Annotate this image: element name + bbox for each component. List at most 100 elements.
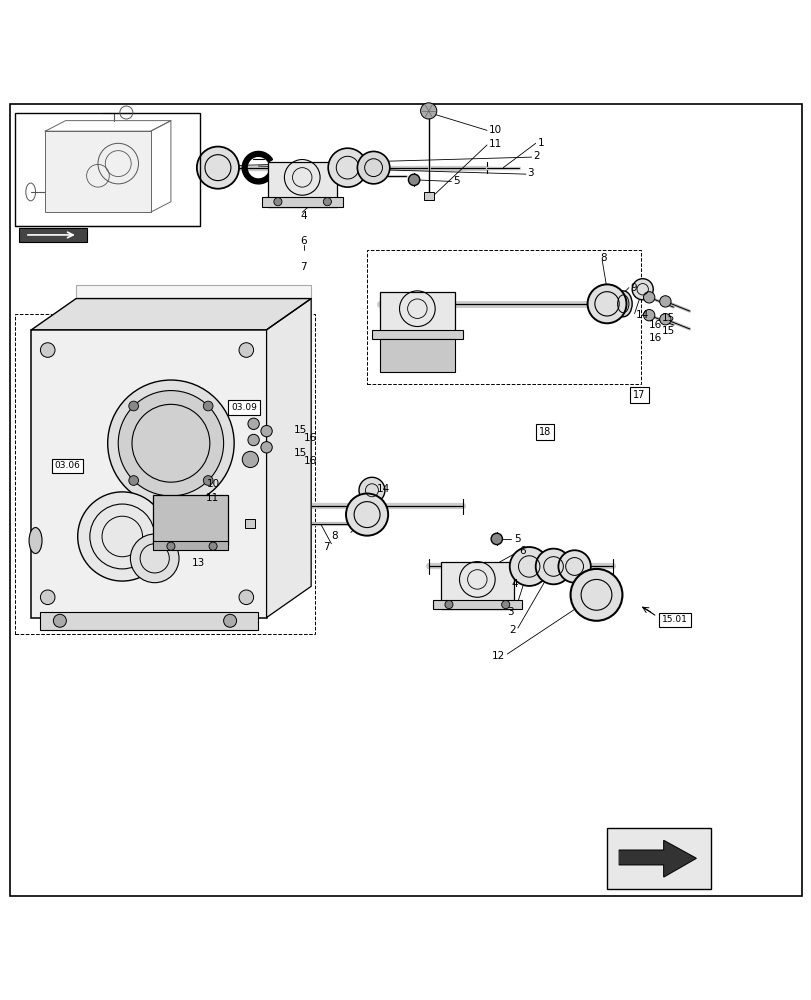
Circle shape [196, 147, 238, 189]
Bar [40, 612, 258, 630]
Bar [432, 600, 521, 609]
Circle shape [242, 451, 258, 468]
Text: 1: 1 [537, 138, 543, 148]
Circle shape [118, 391, 223, 496]
Circle shape [260, 442, 272, 453]
Circle shape [108, 380, 234, 506]
Ellipse shape [29, 528, 42, 554]
Circle shape [501, 601, 509, 609]
Text: 17: 17 [633, 390, 645, 400]
Circle shape [223, 614, 236, 627]
Bar [76, 285, 311, 573]
Circle shape [167, 542, 174, 550]
Wedge shape [242, 151, 272, 184]
Bar [440, 562, 513, 609]
Text: 16: 16 [648, 320, 662, 330]
Circle shape [509, 547, 548, 586]
Circle shape [323, 198, 331, 206]
Text: 10: 10 [206, 479, 219, 489]
Circle shape [78, 492, 167, 581]
Circle shape [131, 534, 178, 583]
Polygon shape [266, 299, 311, 618]
Text: 03.09: 03.09 [230, 403, 256, 412]
Circle shape [208, 542, 217, 550]
Circle shape [444, 601, 453, 609]
Circle shape [632, 279, 652, 300]
Circle shape [129, 401, 139, 411]
Bar [32, 330, 266, 618]
Polygon shape [32, 299, 311, 330]
Text: 4: 4 [300, 211, 307, 221]
Circle shape [345, 494, 388, 536]
Text: 16: 16 [303, 456, 317, 466]
Text: 8: 8 [600, 253, 607, 263]
Circle shape [129, 476, 139, 485]
Bar [367, 250, 641, 384]
Text: 15: 15 [294, 425, 307, 435]
Text: 2: 2 [509, 625, 516, 635]
Circle shape [247, 418, 259, 429]
Text: 11: 11 [206, 493, 219, 503]
Text: 8: 8 [331, 531, 337, 541]
Circle shape [570, 569, 622, 621]
Circle shape [203, 401, 212, 411]
Circle shape [659, 296, 670, 307]
Circle shape [41, 343, 55, 357]
Text: 9: 9 [630, 283, 637, 293]
Bar [45, 131, 151, 212]
Circle shape [238, 343, 253, 357]
Bar [15, 314, 315, 634]
Circle shape [260, 425, 272, 437]
Bar [245, 519, 255, 528]
Text: 3: 3 [507, 607, 513, 617]
Text: 5: 5 [513, 534, 520, 544]
Polygon shape [619, 840, 695, 877]
Circle shape [558, 550, 590, 583]
Bar [268, 162, 337, 207]
Text: 13: 13 [191, 558, 205, 568]
Text: 03.06: 03.06 [54, 461, 80, 470]
Text: 6: 6 [300, 236, 307, 246]
Circle shape [491, 533, 502, 545]
Text: 14: 14 [636, 310, 649, 320]
Bar [380, 292, 454, 339]
Text: 15: 15 [660, 313, 674, 323]
Text: 2: 2 [533, 151, 539, 161]
Circle shape [357, 151, 389, 184]
Text: 4: 4 [511, 579, 517, 589]
Bar [261, 197, 342, 207]
Bar [607, 828, 710, 889]
Text: 16: 16 [648, 333, 662, 343]
Ellipse shape [614, 291, 632, 317]
Circle shape [642, 292, 654, 303]
Circle shape [642, 310, 654, 321]
Bar [19, 228, 88, 242]
Text: 7: 7 [323, 542, 329, 552]
Text: 11: 11 [488, 139, 501, 149]
Circle shape [358, 477, 384, 503]
Text: 15.01: 15.01 [661, 615, 687, 624]
Circle shape [41, 590, 55, 605]
Text: 15: 15 [660, 326, 674, 336]
Text: 12: 12 [491, 651, 504, 661]
Text: 16: 16 [303, 433, 317, 443]
Text: 10: 10 [488, 125, 501, 135]
Text: 5: 5 [453, 176, 459, 186]
Bar [423, 192, 433, 200]
Circle shape [328, 148, 367, 187]
Circle shape [54, 614, 67, 627]
Circle shape [273, 198, 281, 206]
Circle shape [420, 103, 436, 119]
Bar [153, 495, 227, 545]
Text: 15: 15 [294, 448, 307, 458]
Bar [380, 339, 454, 372]
Text: 14: 14 [376, 484, 389, 494]
Text: 7: 7 [300, 262, 307, 272]
Circle shape [408, 174, 419, 185]
Text: 6: 6 [519, 546, 526, 556]
Circle shape [238, 590, 253, 605]
Text: 3: 3 [527, 168, 534, 178]
Circle shape [659, 314, 670, 325]
Bar [371, 330, 462, 339]
Bar [153, 541, 227, 550]
